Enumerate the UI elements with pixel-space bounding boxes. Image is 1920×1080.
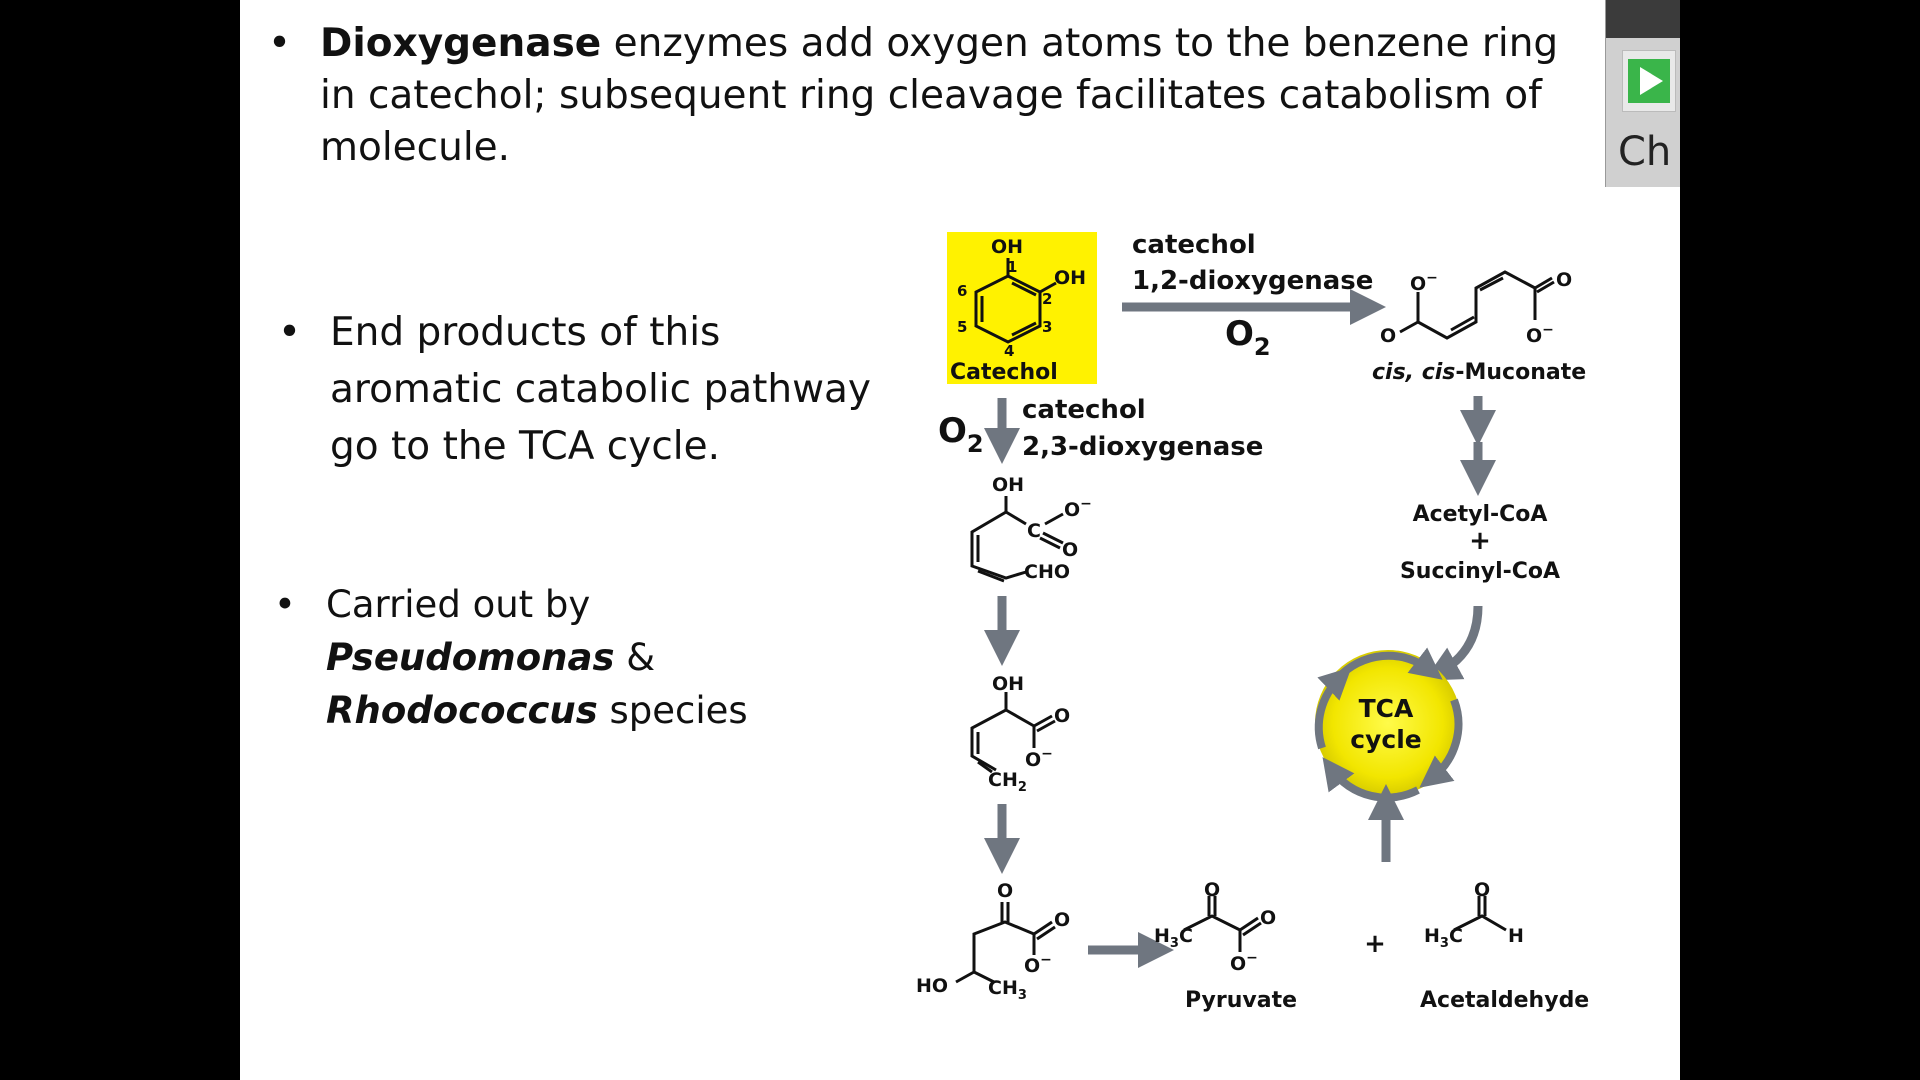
intermediate-2-structure: [970, 692, 1056, 774]
pyruvate-o-minus: O−: [1230, 950, 1258, 975]
bullet-dot: •: [278, 310, 302, 355]
pyruvate-structure: [1183, 896, 1262, 952]
ring-number-5: 5: [957, 318, 967, 336]
intermediate-3-ch3: CH3: [988, 977, 1027, 1003]
muconate-structure: [1399, 270, 1555, 340]
intermediate-3-o-top: O: [997, 880, 1013, 902]
play-button[interactable]: [1622, 50, 1676, 112]
intermediate-1-cho: CHO: [1024, 561, 1070, 583]
catechol-oh-1: OH: [991, 236, 1023, 258]
pyruvate-o-top: O: [1204, 879, 1220, 901]
bullet-text: End products of this aromatic catabolic …: [330, 310, 871, 469]
succinyl-coa: Succinyl-CoA: [1400, 559, 1560, 584]
bullet-pre: Carried out by: [326, 583, 591, 626]
ring-number-2: 2: [1042, 290, 1052, 308]
acetaldehyde-label: Acetaldehyde: [1420, 988, 1589, 1013]
bullet-dot: •: [268, 21, 292, 66]
muconate-o-minus-1: O−: [1410, 270, 1438, 295]
bullet-rest: enzymes add oxygen atoms to the benzene …: [320, 21, 1559, 170]
intermediate-1-o-minus: O−: [1064, 496, 1092, 521]
bullet-mid: &: [614, 636, 656, 679]
slide: • Dioxygenase enzymes add oxygen atoms t…: [240, 0, 1680, 1080]
ring-number-6: 6: [957, 282, 967, 300]
catechol-highlight: [947, 232, 1097, 384]
catechol-label: Catechol: [950, 360, 1058, 385]
intermediate-3-o-minus: O−: [1024, 952, 1052, 977]
muconate-o-minus-2: O−: [1526, 322, 1554, 347]
intermediate-3-structure: [955, 902, 1056, 984]
player-label: Ch: [1618, 129, 1672, 175]
intermediate-1-o: O: [1062, 539, 1078, 561]
genus-pseudomonas: Pseudomonas: [326, 636, 615, 679]
enzyme-23-line2: 2,3-dioxygenase: [1022, 432, 1263, 462]
bullet-dot: •: [274, 583, 296, 626]
enzyme-12-line2: 1,2-dioxygenase: [1132, 266, 1373, 296]
intermediate-2-o: O: [1054, 705, 1070, 727]
intermediate-3-ho: HO: [916, 975, 948, 997]
muconate-o-1: O: [1556, 269, 1572, 291]
o2-ortho: O2: [1225, 314, 1271, 361]
pyruvate-o: O: [1260, 907, 1276, 929]
acetyl-coa: Acetyl-CoA: [1413, 502, 1548, 527]
ring-number-4: 4: [1004, 342, 1014, 360]
pyruvate-h3c: H3C: [1154, 925, 1193, 951]
intermediate-2-oh: OH: [992, 673, 1024, 695]
intermediate-2-o-minus: O−: [1025, 746, 1053, 771]
enzyme-23-line1: catechol: [1022, 395, 1146, 425]
ring-number-3: 3: [1042, 318, 1052, 336]
ring-number-1: 1: [1007, 258, 1017, 276]
term-dioxygenase: Dioxygenase: [320, 21, 602, 66]
acetaldehyde-structure: [1453, 896, 1507, 932]
products-plus: +: [1364, 929, 1386, 959]
intermediate-1-oh: OH: [992, 474, 1024, 496]
o2-meta: O2: [938, 411, 984, 458]
media-player-panel: Ch: [1605, 0, 1680, 187]
acetaldehyde-h3c: H3C: [1424, 925, 1463, 951]
pyruvate-label: Pyruvate: [1185, 988, 1297, 1013]
arrow-succinyl-to-tca: [1424, 605, 1483, 681]
catechol-structure: [974, 258, 1057, 344]
player-top-bar: [1606, 0, 1680, 38]
catechol-oh-2: OH: [1054, 267, 1086, 289]
catabolic-pathway-diagram: OH OH 1 2 3 4 5 6 Catechol catechol 1,2-…: [916, 230, 1589, 1013]
muconate-o-2: O: [1380, 325, 1396, 347]
bullet-text: Dioxygenase enzymes add oxygen atoms to …: [320, 18, 1570, 174]
intermediate-1-structure: [970, 496, 1064, 583]
bullet-post: species: [597, 689, 748, 732]
muconate-label: cis, cis-Muconate: [1372, 360, 1586, 385]
acetaldehyde-o: O: [1474, 879, 1490, 901]
tca-label-line2: cycle: [1350, 725, 1421, 754]
tca-label-line1: TCA: [1359, 694, 1414, 723]
intermediate-3-o: O: [1054, 909, 1070, 931]
acetaldehyde-h: H: [1508, 925, 1524, 947]
enzyme-12-line1: catechol: [1132, 230, 1256, 260]
tca-cycle: [1314, 647, 1463, 802]
intermediate-2-ch2: CH2: [988, 769, 1027, 795]
acetyl-plus: +: [1469, 526, 1491, 556]
play-icon: [1628, 59, 1670, 103]
intermediate-1-c: C: [1027, 520, 1041, 542]
bullet-text: Carried out by Pseudomonas & Rhodococcus…: [326, 578, 886, 737]
genus-rhodococcus: Rhodococcus: [326, 689, 598, 732]
